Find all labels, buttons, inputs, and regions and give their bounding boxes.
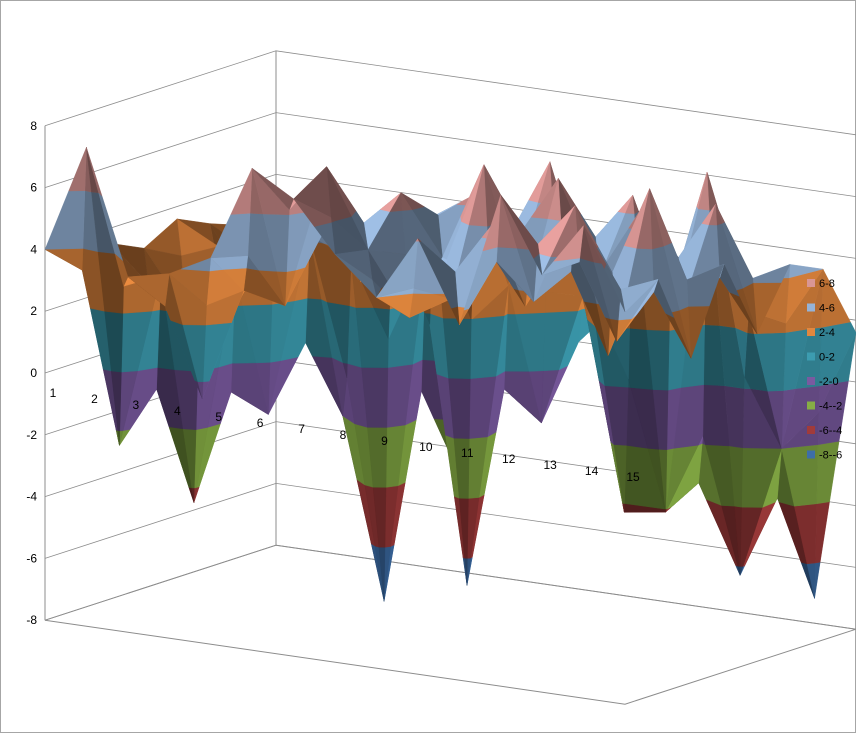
surface-facet	[45, 249, 83, 271]
legend-entry-label: -8--6	[819, 450, 842, 462]
surface-facet	[815, 502, 829, 563]
x-tick-label: 11	[461, 446, 474, 460]
legend-entry-label: -2-0	[819, 376, 839, 388]
legend-swatch	[807, 426, 815, 434]
x-tick-label: 14	[585, 464, 599, 478]
z-tick-label: 4	[30, 242, 37, 256]
z-tick-label: 6	[30, 181, 37, 195]
x-tick-label: 7	[298, 422, 305, 436]
floor-outline	[45, 545, 856, 704]
x-tick-label: 15	[626, 470, 640, 484]
legend-swatch	[807, 402, 815, 410]
x-tick-label: 6	[257, 416, 264, 430]
surface-facet	[698, 172, 709, 210]
z-tick-label: 2	[30, 304, 37, 318]
x-tick-label: 4	[174, 404, 181, 418]
legend-swatch	[807, 304, 815, 312]
surface-facet	[384, 547, 391, 602]
x-tick-label: 10	[419, 440, 433, 454]
surface-facet	[69, 147, 87, 191]
x-tick-label: 9	[381, 434, 388, 448]
surface-facet	[45, 191, 85, 250]
x-tick-label: 3	[133, 398, 140, 412]
surface-facet	[541, 370, 558, 423]
surface-facet	[740, 567, 743, 576]
surface-facet	[467, 558, 471, 585]
legend-entry-label: 2-4	[819, 327, 835, 339]
legend-swatch	[807, 377, 815, 385]
x-tick-label: 13	[543, 458, 557, 472]
surface-plot	[45, 147, 856, 601]
x-tick-label: 1	[50, 386, 57, 400]
legend-entry-label: 6-8	[819, 278, 835, 290]
z-tick-label: 8	[30, 119, 37, 133]
legend-entry-label: 4-6	[819, 303, 835, 315]
z-gridline	[45, 113, 856, 197]
x-tick-label: 2	[91, 392, 98, 406]
surface-facet	[623, 504, 625, 513]
z-tick-label: -2	[26, 428, 37, 442]
surface-facet	[231, 168, 252, 214]
z-axis-tick-labels: -8 -6 -4 -2 0 2 4 6 8	[26, 119, 37, 627]
legend-entry-label: -4--2	[819, 401, 842, 413]
legend-swatch	[807, 353, 815, 361]
surface-facet	[614, 445, 627, 504]
z-tick-label: -6	[26, 551, 37, 565]
legend-entry-label: -6--4	[819, 425, 842, 437]
z-gridline	[45, 51, 856, 135]
surface-facet	[740, 507, 762, 566]
legend-entry-label: 0-2	[819, 352, 835, 364]
z-tick-label: -8	[26, 613, 37, 627]
legend-swatch	[807, 328, 815, 336]
x-tick-label: 8	[340, 428, 347, 442]
x-tick-label: 5	[215, 410, 222, 424]
x-tick-label: 12	[502, 452, 516, 466]
z-tick-label: -4	[26, 490, 37, 504]
legend-swatch	[807, 451, 815, 459]
legend-swatch	[807, 279, 815, 287]
z-tick-label: 0	[30, 366, 37, 380]
